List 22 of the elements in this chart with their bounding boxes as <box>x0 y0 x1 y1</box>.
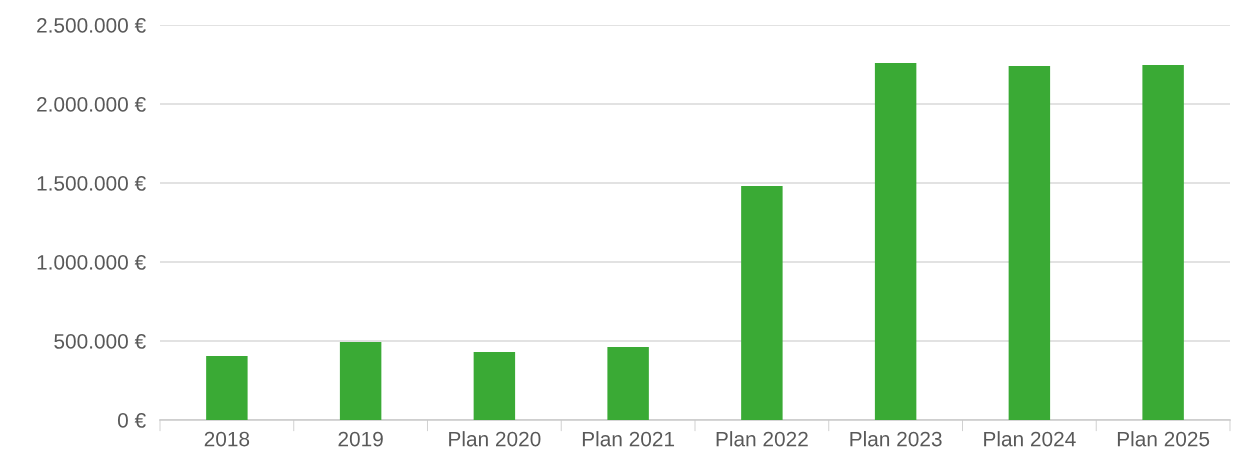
bar <box>1008 65 1051 420</box>
y-tick-label: 2.500.000 € <box>37 18 146 33</box>
bar <box>339 341 382 420</box>
x-tick-label: Plan 2021 <box>582 431 675 447</box>
y-tick-label: 2.000.000 € <box>37 97 146 112</box>
bar <box>473 352 516 420</box>
bar <box>607 347 649 420</box>
bar <box>1142 64 1184 420</box>
y-tick-label: 1.000.000 € <box>37 255 146 270</box>
y-tick-label: 0 € <box>117 413 146 428</box>
bar <box>874 63 917 420</box>
y-tick-label: 500.000 € <box>54 334 146 349</box>
y-tick-label: 1.500.000 € <box>37 176 146 191</box>
x-tick-label: Plan 2024 <box>984 431 1076 447</box>
x-tick-label: Plan 2020 <box>449 431 541 447</box>
x-tick-label: Plan 2025 <box>1117 431 1210 447</box>
bar <box>206 356 248 420</box>
x-tick-label: Plan 2023 <box>850 431 942 447</box>
x-tick-label: 2018 <box>204 431 250 447</box>
x-tick-label: 2019 <box>338 431 383 447</box>
x-tick-label: Plan 2022 <box>716 431 808 447</box>
bar <box>741 186 783 420</box>
